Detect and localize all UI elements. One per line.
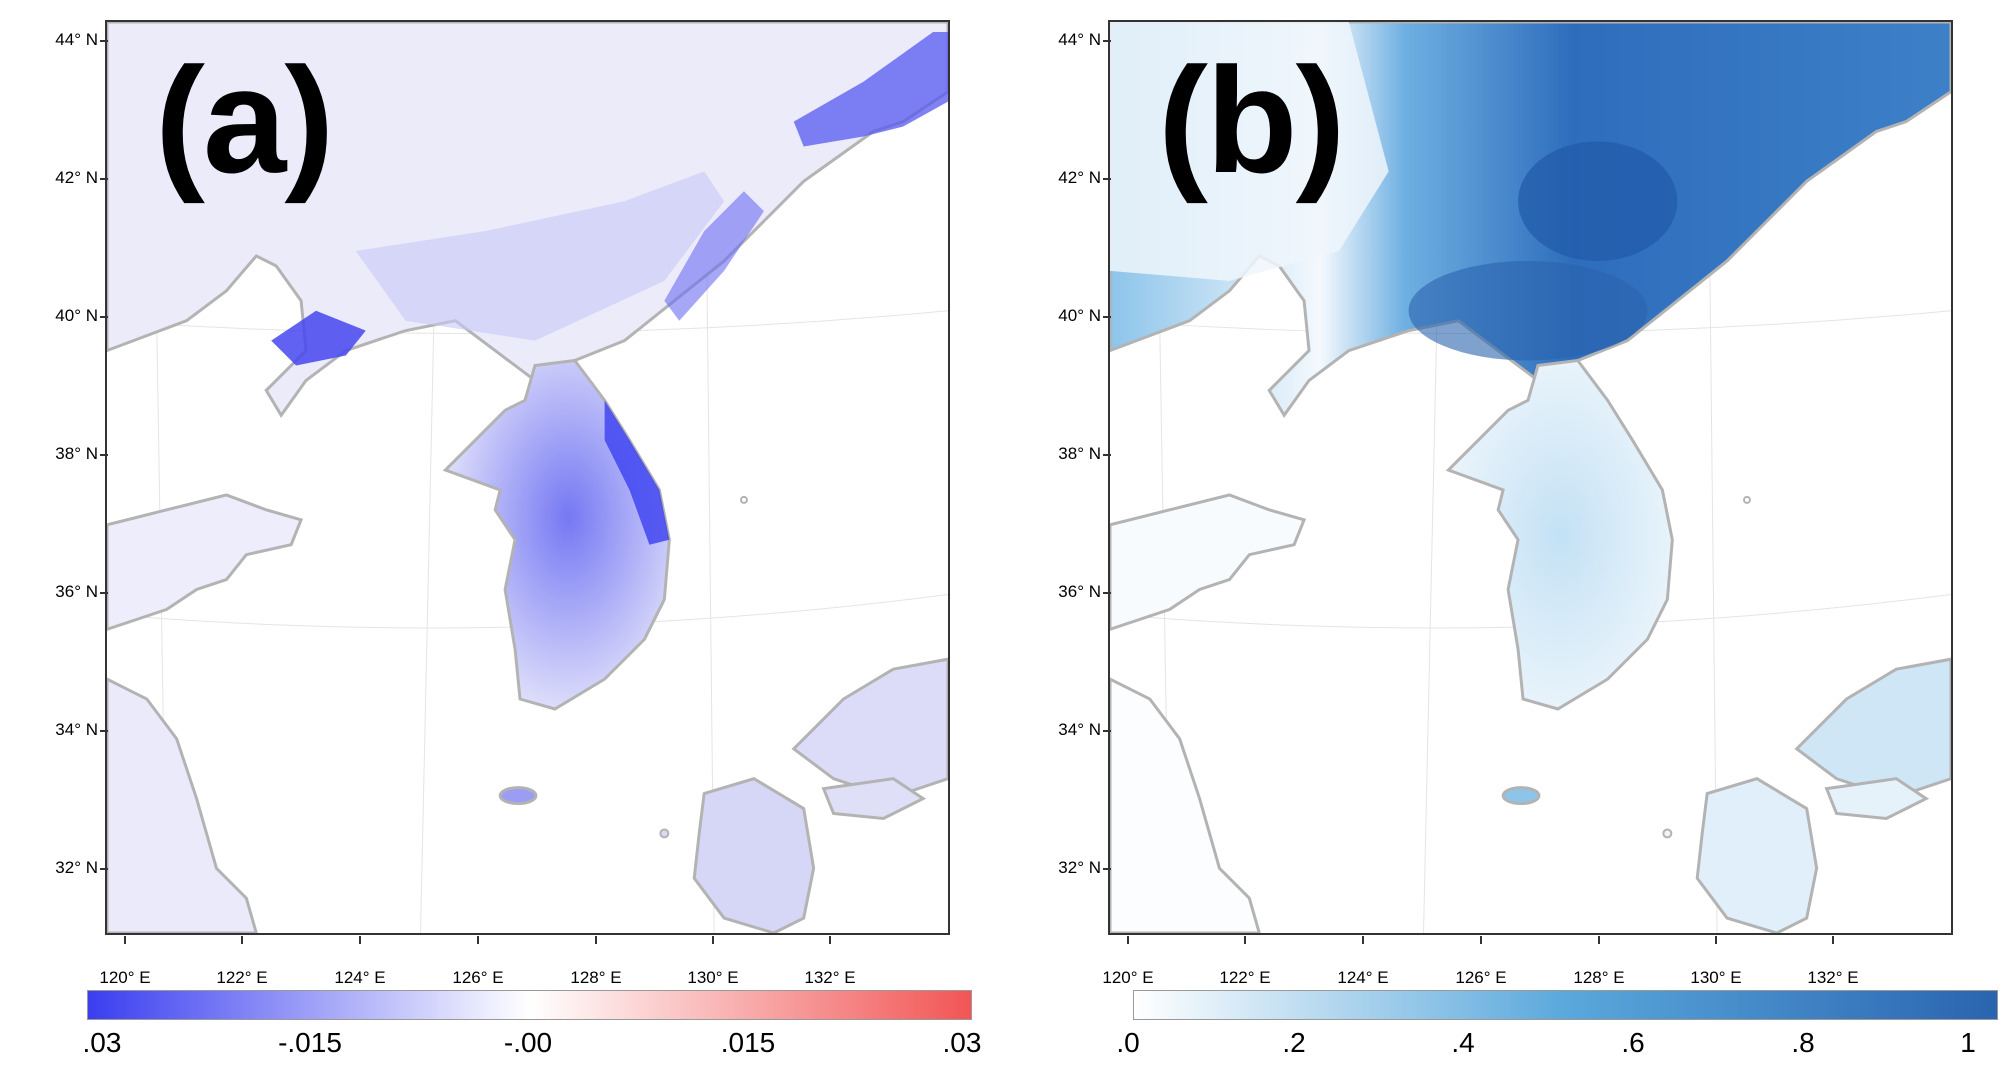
colorbar-tick: .8 bbox=[1791, 1027, 1815, 1058]
lon-label: 128° E bbox=[1559, 936, 1639, 988]
lat-label: 38° N bbox=[1025, 444, 1111, 464]
lon-label: 126° E bbox=[438, 936, 518, 988]
map-canvas-b bbox=[1110, 22, 1951, 933]
lat-label: 42° N bbox=[22, 168, 108, 188]
map-canvas-a bbox=[107, 22, 948, 933]
land-shandong-a bbox=[107, 493, 304, 631]
lat-label: 34° N bbox=[22, 720, 108, 740]
colorbar-tick: .0 bbox=[1116, 1027, 1140, 1058]
lat-label: 44° N bbox=[22, 30, 108, 50]
lat-label: 32° N bbox=[22, 858, 108, 878]
colorbar-tick: -.00 bbox=[503, 1027, 553, 1058]
colorbar-tick: .03 bbox=[82, 1027, 122, 1058]
lat-label: 36° N bbox=[22, 582, 108, 602]
lat-label: 40° N bbox=[22, 306, 108, 326]
lon-label: 132° E bbox=[1793, 936, 1873, 988]
lon-label: 132° E bbox=[790, 936, 870, 988]
map-frame-a bbox=[105, 20, 950, 935]
land-korea-b bbox=[1445, 358, 1674, 711]
lon-label: 126° E bbox=[1441, 936, 1521, 988]
colorbar-tick: .2 bbox=[1282, 1027, 1306, 1058]
colorbar-tick: .03 bbox=[942, 1027, 982, 1058]
land-korea-a bbox=[442, 358, 671, 711]
lon-label: 124° E bbox=[1323, 936, 1403, 988]
panel-label-b: (b) bbox=[1158, 36, 1346, 204]
land-eastchina-a bbox=[107, 677, 258, 933]
colorbar-b bbox=[1133, 990, 1998, 1020]
land-kyushu-a bbox=[692, 777, 816, 933]
colorbar-tick: -.015 bbox=[278, 1027, 342, 1058]
lon-label: 124° E bbox=[320, 936, 400, 988]
lat-label: 34° N bbox=[1025, 720, 1111, 740]
land-honshu-b bbox=[1794, 657, 1951, 796]
land-honshu-a bbox=[791, 657, 948, 796]
lon-label: 120° E bbox=[1088, 936, 1168, 988]
land-eastchina-b bbox=[1110, 677, 1261, 933]
land-shandong-b bbox=[1110, 493, 1307, 631]
lon-label: 120° E bbox=[85, 936, 165, 988]
lon-label: 130° E bbox=[673, 936, 753, 988]
lon-label: 122° E bbox=[1205, 936, 1285, 988]
colorbar-a bbox=[87, 990, 972, 1020]
lat-label: 40° N bbox=[1025, 306, 1111, 326]
lat-label: 44° N bbox=[1025, 30, 1111, 50]
lon-label: 130° E bbox=[1676, 936, 1756, 988]
colorbar-tick: .6 bbox=[1621, 1027, 1645, 1058]
lon-label: 128° E bbox=[556, 936, 636, 988]
lon-label: 122° E bbox=[202, 936, 282, 988]
map-panel-b: (b) 44° N 42° N 40° N 38° N 36° N 34° N … bbox=[1003, 0, 2006, 1069]
map-panel-a: (a) 44° N 42° N 40° N 38° N 36° N 34° N … bbox=[22, 20, 981, 1058]
colorbar-tick: 1 bbox=[1960, 1027, 1976, 1058]
colorbar-tick: .015 bbox=[720, 1027, 776, 1058]
map-frame-b bbox=[1108, 20, 1953, 935]
lat-label: 42° N bbox=[1025, 168, 1111, 188]
panel-label-a: (a) bbox=[155, 36, 334, 204]
lat-label: 32° N bbox=[1025, 858, 1111, 878]
land-kyushu-b bbox=[1695, 777, 1819, 933]
lat-label: 36° N bbox=[1025, 582, 1111, 602]
colorbar-tick: .4 bbox=[1451, 1027, 1475, 1058]
lat-label: 38° N bbox=[22, 444, 108, 464]
